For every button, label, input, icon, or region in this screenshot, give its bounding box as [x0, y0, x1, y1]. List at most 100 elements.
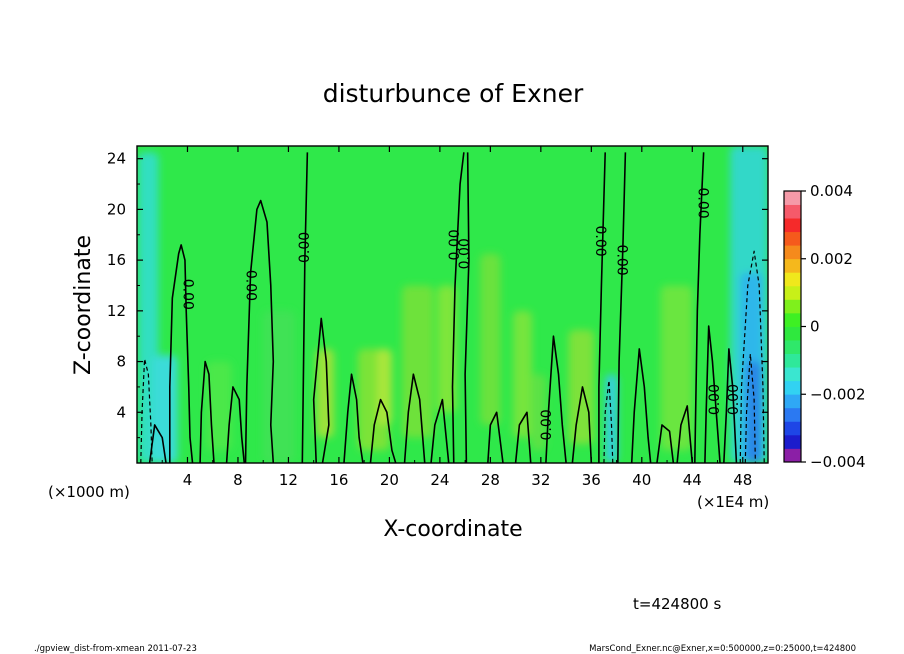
contour-labels: 0.00 0.000.00 0.000.00 0.000.000.000.000.00… [179, 187, 741, 440]
y-tick-label: 20 [107, 200, 126, 218]
contour-line [676, 405, 694, 463]
field-patch [437, 285, 457, 413]
x-tick-label: 44 [683, 471, 702, 489]
field-patch [152, 355, 178, 463]
plot-frame [136, 145, 769, 464]
contour-line [464, 152, 470, 463]
contour-label: 0.00 [447, 229, 463, 260]
contour-label: 0.00 [457, 238, 473, 269]
colorbar [783, 190, 802, 463]
contour-label: 0.00 [179, 279, 195, 310]
contour-label: 0.00 [243, 270, 259, 301]
colorbar-swatch [784, 394, 801, 409]
field-patch [263, 310, 295, 463]
field-patch [513, 310, 533, 438]
x-tick-label: 12 [279, 471, 298, 489]
x-tick-label: 28 [481, 471, 500, 489]
colorbar-swatch [784, 340, 801, 354]
y-axis-ticks: 4 8 12 16 20 24 [107, 150, 768, 439]
contour-line [343, 373, 364, 463]
contour-line [514, 411, 532, 463]
contour-line [148, 424, 167, 463]
colorbar-tick-label: 0.004 [810, 182, 853, 200]
colorbar-swatch [784, 353, 801, 368]
colorbar-swatch [784, 258, 801, 273]
colorbar-swatch [784, 312, 801, 327]
contour-line [545, 335, 567, 463]
contour-line [704, 325, 721, 463]
x-tick-label: 40 [632, 471, 651, 489]
time-label: t=424800 s [633, 595, 721, 613]
contour-line [630, 348, 652, 463]
x-tick-label: 24 [430, 471, 449, 489]
field-patch [746, 361, 762, 463]
colorbar-swatch [784, 204, 801, 219]
x-tick-label: 32 [531, 471, 550, 489]
x-unit-label: (×1E4 m) [697, 493, 769, 511]
contour-line [723, 348, 738, 463]
contour-label: 0.00 [694, 187, 710, 218]
contour-line [244, 199, 275, 463]
y-tick-label: 8 [116, 353, 126, 371]
contour-line [617, 152, 627, 463]
plot-area: 0.00 0.000.00 0.000.00 0.000.000.000.000.00… [107, 145, 769, 489]
colorbar-swatch [784, 299, 801, 314]
colorbar-tick-label: 0.002 [810, 250, 853, 268]
colorbar-swatch [784, 245, 801, 260]
field-patch [530, 374, 546, 451]
contour-label: 0.00 [539, 409, 555, 440]
colorbar-swatch [784, 218, 801, 233]
colorbar-swatch [784, 380, 801, 395]
y-unit-label: (×1000 m) [48, 483, 130, 501]
field-patch [402, 285, 434, 438]
contour-line [301, 152, 309, 463]
colorbar-swatch [784, 285, 801, 300]
contour-label: 0.00 [297, 232, 313, 263]
contour-line [430, 398, 450, 463]
contour-line [694, 152, 705, 463]
x-axis-label: X-coordinate [383, 517, 522, 542]
colorbar-swatch [784, 367, 801, 382]
contour-label: 0.00 [726, 384, 742, 415]
x-tick-label: 36 [582, 471, 601, 489]
contour-line-negative [744, 353, 756, 463]
y-axis-label: Z-coordinate [71, 235, 96, 375]
field-patch [568, 329, 594, 444]
x-tick-label: 20 [380, 471, 399, 489]
contour-line-negative [739, 250, 765, 463]
contour-line [225, 386, 246, 463]
colorbar-tick-label: −0.004 [810, 453, 866, 471]
y-tick-label: 12 [107, 302, 126, 320]
colorbar-swatch [784, 407, 801, 422]
contour-line [487, 411, 504, 463]
contour-line [199, 360, 215, 463]
contour-line [169, 244, 194, 463]
x-axis-ticks: 4 8 12 16 20 24 28 32 36 40 44 48 [161, 146, 752, 489]
contour-line [312, 317, 330, 463]
colorbar-swatch [784, 191, 801, 205]
colorbar-swatch [784, 272, 801, 287]
colorbar-tick-label: 0 [810, 318, 820, 336]
footer-right: MarsCond_Exner.nc@Exner,x=0:500000,z=0:2… [589, 644, 856, 654]
contour-line [598, 152, 607, 463]
contour-line [403, 373, 426, 463]
field-patch [316, 348, 334, 438]
contour-line [571, 386, 593, 463]
colorbar-tick-label: −0.002 [810, 385, 866, 403]
colorbar-swatch [784, 434, 801, 449]
colorbar-ticks: 0.004 0.002 0 −0.002 −0.004 [801, 182, 866, 471]
colorbar-swatch [784, 326, 801, 341]
field-patch [206, 361, 232, 451]
x-tick-label: 4 [183, 471, 193, 489]
footer-left: ./gpview_dist-from-xmean 2011-07-23 [34, 644, 197, 654]
y-tick-label: 4 [116, 403, 126, 421]
colorbar-swatch [784, 421, 801, 436]
field-patch [660, 285, 693, 451]
chart-title: disturbunce of Exner [323, 79, 584, 108]
contour-line [451, 152, 465, 463]
contour-line [656, 424, 675, 463]
field-patch [480, 253, 501, 425]
contour-line-negative [140, 358, 153, 463]
contour-label: 0.00 [592, 226, 608, 257]
